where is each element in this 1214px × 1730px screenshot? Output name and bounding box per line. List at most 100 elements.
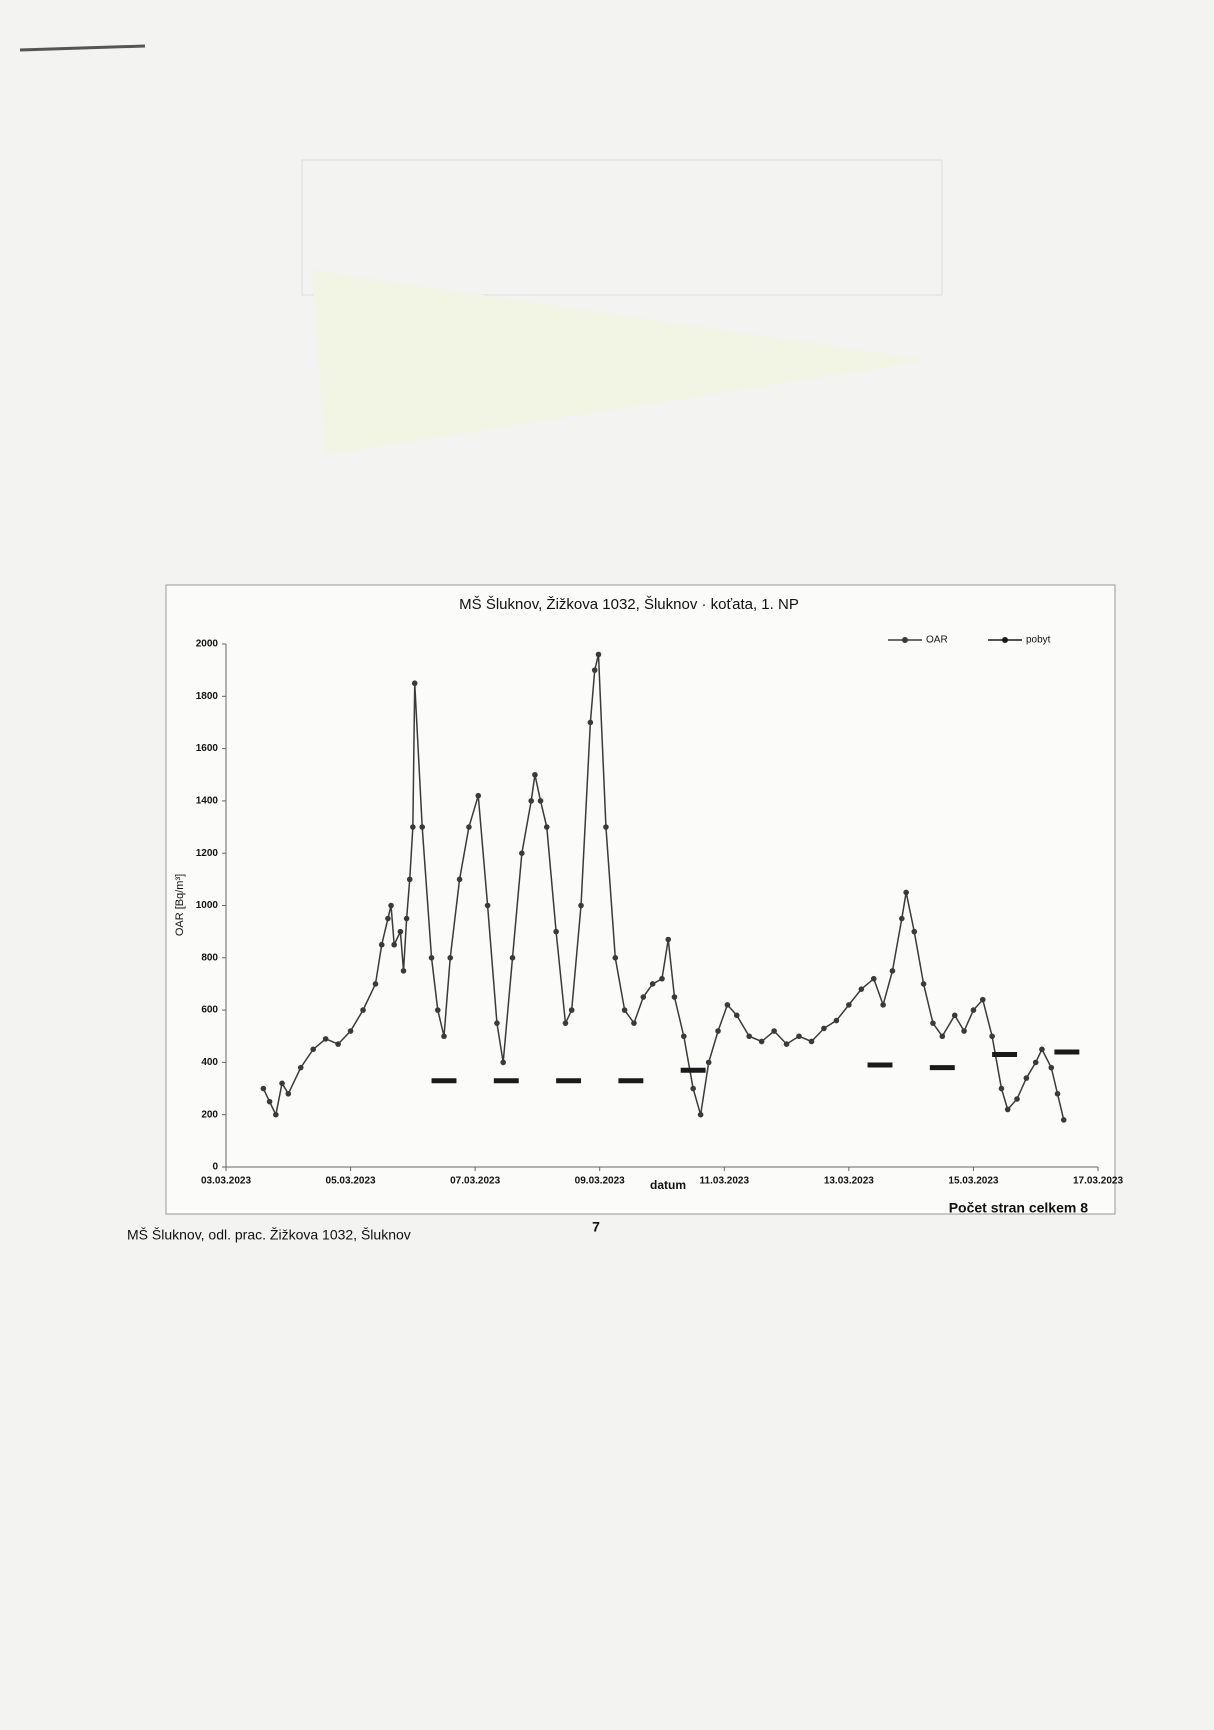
data-point <box>596 652 602 658</box>
data-point <box>1033 1060 1039 1066</box>
data-point <box>821 1026 827 1032</box>
data-point <box>410 824 416 830</box>
data-point <box>859 986 865 992</box>
x-tick-label: 13.03.2023 <box>824 1176 874 1187</box>
data-point <box>659 976 665 982</box>
data-point <box>971 1007 977 1013</box>
data-point <box>930 1020 936 1026</box>
x-tick-label: 05.03.2023 <box>326 1176 376 1187</box>
y-tick-label: 2000 <box>196 639 219 650</box>
data-point <box>544 824 550 830</box>
data-point <box>588 720 594 726</box>
legend-label: pobyt <box>1026 635 1051 646</box>
data-point <box>880 1002 886 1008</box>
data-point <box>1039 1047 1045 1053</box>
data-point <box>871 976 877 982</box>
data-point <box>725 1002 731 1008</box>
y-axis-label: OAR [Bq/m³] <box>174 874 186 936</box>
data-point <box>407 877 413 883</box>
data-point <box>435 1007 441 1013</box>
data-point <box>903 890 909 896</box>
data-point <box>641 994 647 1000</box>
x-tick-label: 11.03.2023 <box>700 1176 750 1187</box>
data-point <box>267 1099 273 1105</box>
data-point <box>412 680 418 686</box>
data-point <box>388 903 394 909</box>
data-point <box>466 824 472 830</box>
x-tick-label: 07.03.2023 <box>450 1176 500 1187</box>
data-point <box>532 772 538 778</box>
data-point <box>980 997 986 1003</box>
data-point <box>519 850 525 856</box>
data-point <box>348 1028 354 1034</box>
y-tick-label: 400 <box>201 1057 218 1068</box>
data-point <box>279 1081 285 1087</box>
page-number: 7 <box>592 1219 600 1235</box>
x-tick-label: 03.03.2023 <box>201 1176 251 1187</box>
data-point <box>273 1112 279 1118</box>
x-tick-label: 09.03.2023 <box>575 1176 625 1187</box>
data-point <box>510 955 516 961</box>
x-tick-label: 15.03.2023 <box>948 1176 998 1187</box>
data-point <box>622 1007 628 1013</box>
data-point <box>784 1041 790 1047</box>
data-point <box>706 1060 712 1066</box>
data-point <box>419 824 425 830</box>
data-point <box>429 955 435 961</box>
data-point <box>603 824 609 830</box>
page: MŠ Šluknov, Žižkova 1032, Šluknov · koťa… <box>0 0 1214 1730</box>
legend-marker <box>1002 637 1008 643</box>
data-point <box>698 1112 704 1118</box>
data-point <box>441 1033 447 1039</box>
y-tick-label: 600 <box>201 1005 218 1016</box>
data-point <box>999 1086 1005 1092</box>
data-point <box>1048 1065 1054 1071</box>
legend-label: OAR <box>926 635 948 646</box>
footer-left: MŠ Šluknov, odl. prac. Žižkova 1032, Šlu… <box>127 1227 411 1243</box>
data-point <box>323 1036 329 1042</box>
data-point <box>475 793 481 799</box>
data-point <box>485 903 491 909</box>
data-point <box>759 1039 765 1045</box>
data-point <box>631 1020 637 1026</box>
data-point <box>989 1033 995 1039</box>
data-point <box>298 1065 304 1071</box>
data-point <box>734 1013 740 1019</box>
data-point <box>528 798 534 804</box>
data-point <box>447 955 453 961</box>
data-point <box>715 1028 721 1034</box>
data-point <box>457 877 463 883</box>
x-tick-label: 17.03.2023 <box>1073 1176 1123 1187</box>
data-point <box>379 942 385 948</box>
data-point <box>846 1002 852 1008</box>
data-point <box>404 916 410 922</box>
data-point <box>771 1028 777 1034</box>
data-point <box>398 929 404 935</box>
data-point <box>690 1086 696 1092</box>
data-point <box>578 903 584 909</box>
data-point <box>650 981 656 987</box>
data-point <box>500 1060 506 1066</box>
data-point <box>285 1091 291 1097</box>
data-point <box>1061 1117 1067 1123</box>
data-point <box>939 1033 945 1039</box>
data-point <box>553 929 559 935</box>
data-point <box>1005 1107 1011 1113</box>
y-tick-label: 200 <box>201 1109 218 1120</box>
y-tick-label: 1400 <box>196 796 219 807</box>
data-point <box>809 1039 815 1045</box>
data-point <box>1014 1096 1020 1102</box>
data-point <box>360 1007 366 1013</box>
data-point <box>952 1013 958 1019</box>
data-point <box>385 916 391 922</box>
data-point <box>401 968 407 974</box>
data-point <box>672 994 678 1000</box>
data-point <box>921 981 927 987</box>
data-point <box>1024 1075 1030 1081</box>
chart-frame <box>166 585 1115 1214</box>
y-tick-label: 1200 <box>196 848 219 859</box>
data-point <box>746 1033 752 1039</box>
data-point <box>373 981 379 987</box>
footer-right: Počet stran celkem 8 <box>949 1200 1089 1216</box>
data-point <box>834 1018 840 1024</box>
